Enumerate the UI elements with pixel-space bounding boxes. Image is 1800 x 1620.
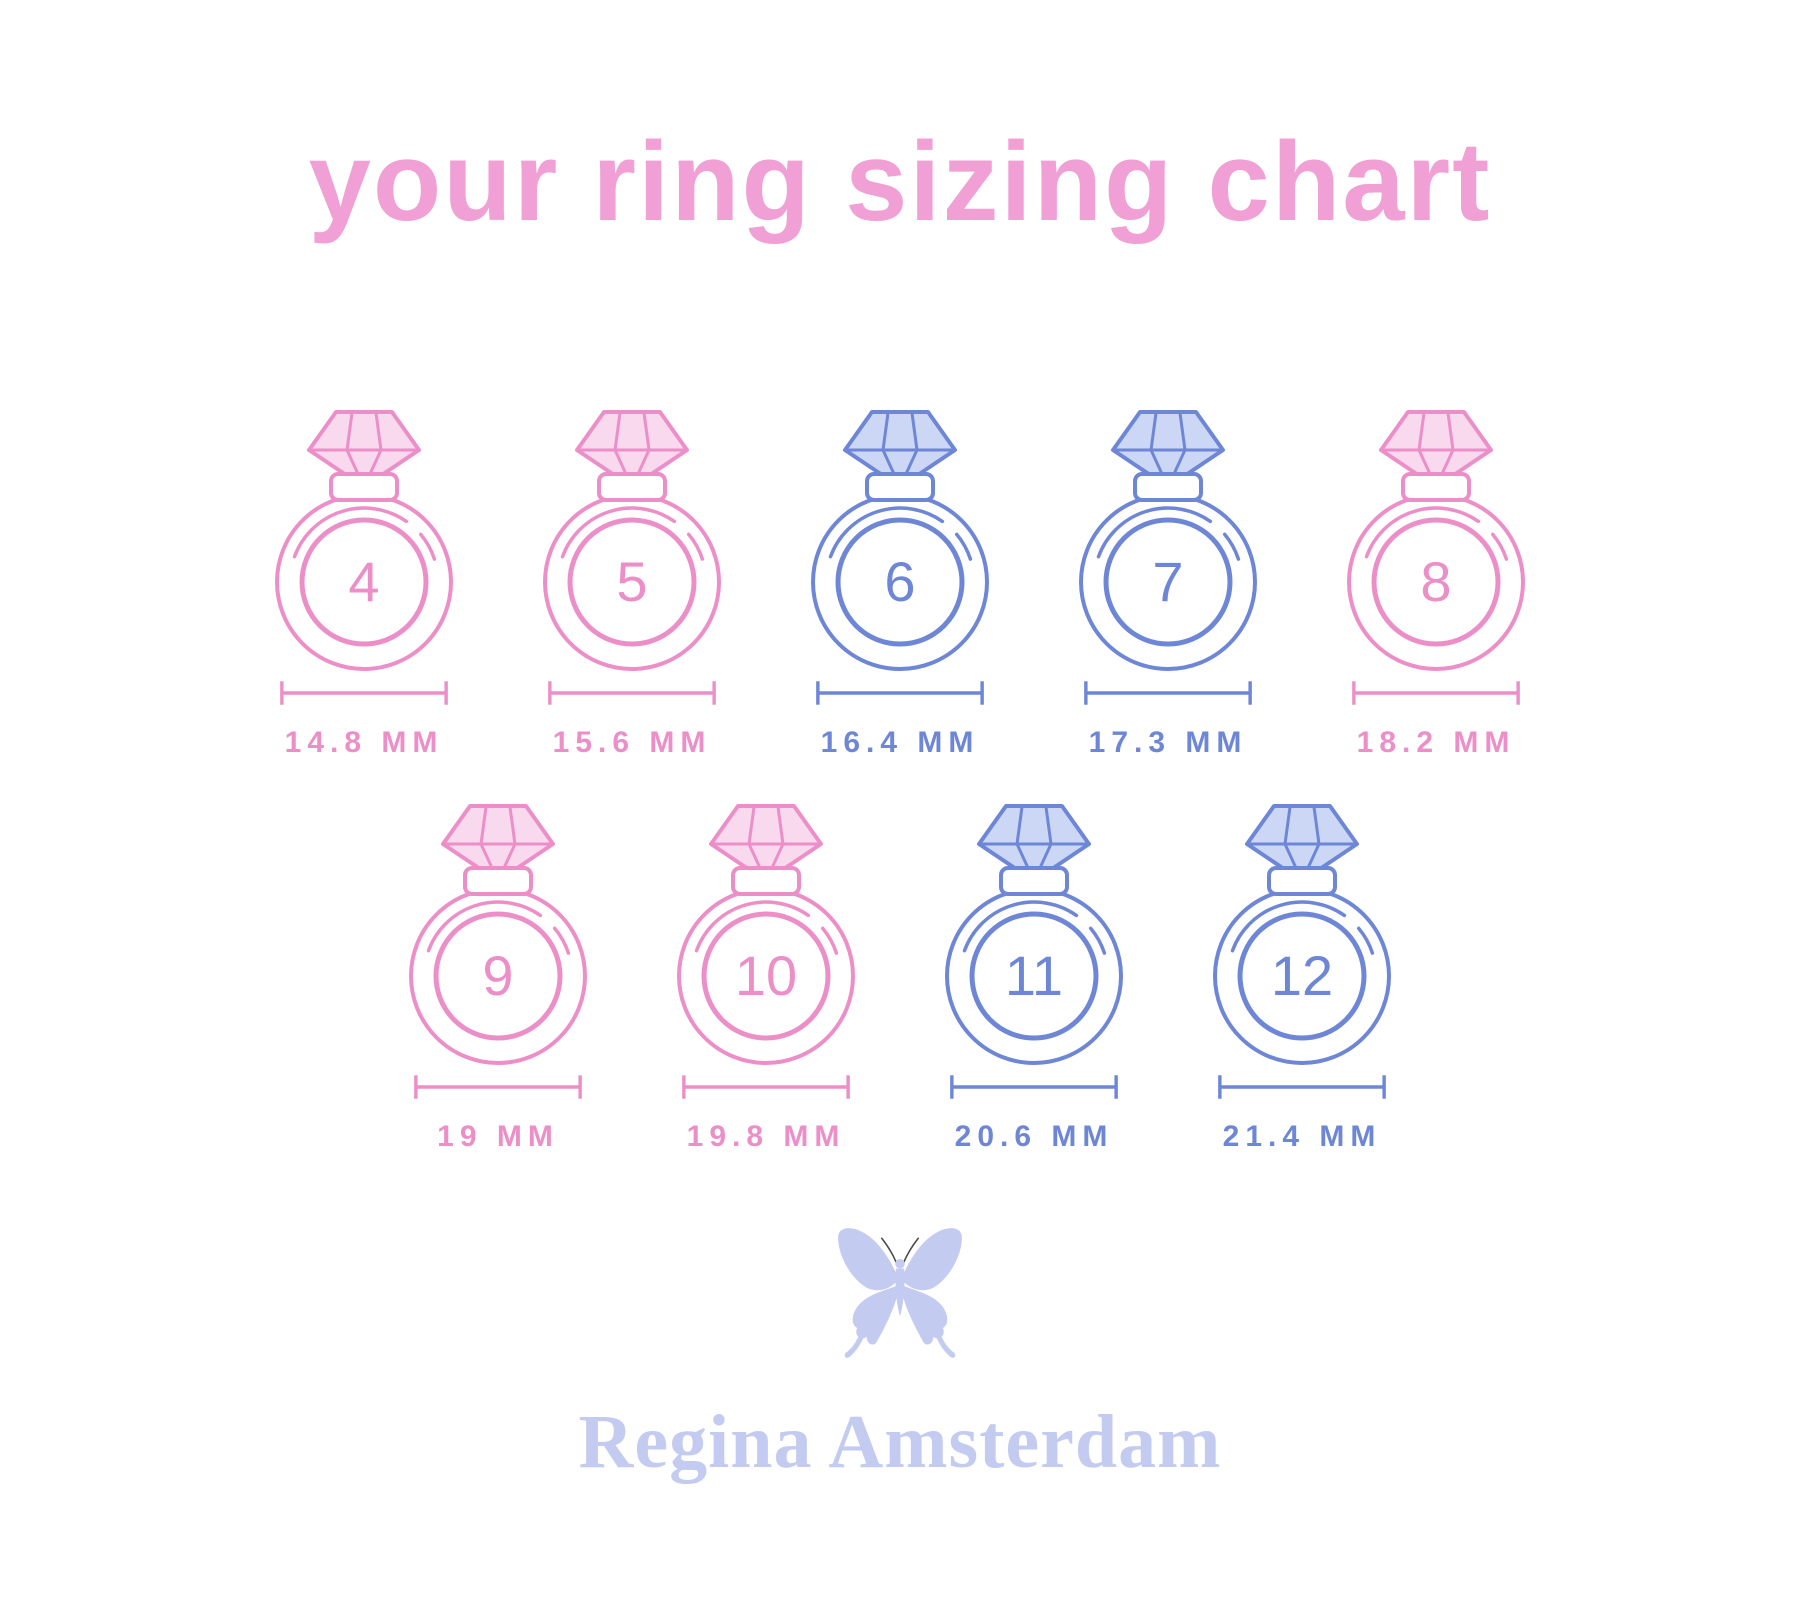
ring-shine-arc-small	[1490, 532, 1509, 561]
ring-inner-band	[1103, 517, 1233, 647]
measurement-line	[548, 681, 716, 705]
measurement-label: 20.6 MM	[954, 1119, 1114, 1153]
measurement-line	[816, 681, 984, 705]
ring-icon: 8	[1347, 409, 1525, 671]
ring-shine-arc-small	[552, 926, 571, 955]
ring-band-connector	[1133, 471, 1203, 502]
measurement-line	[280, 681, 448, 705]
brand-footer: Regina Amsterdam	[579, 1154, 1222, 1486]
measurement-label: 18.2 MM	[1356, 725, 1516, 759]
ring-shine-arc-small	[954, 532, 973, 561]
ring-row-2: 9 19 MM 10 19.8 MM	[408, 796, 1392, 1154]
ring-item: 7 17.3 MM	[1078, 402, 1258, 760]
brand-name: Regina Amsterdam	[578, 1399, 1222, 1484]
ring-icon: 7	[1079, 409, 1257, 671]
ring-band-connector	[731, 865, 801, 896]
ring-shine-arc	[560, 506, 677, 559]
ring-shine-arc	[828, 506, 945, 559]
ring-shine-arc-small	[686, 532, 705, 561]
ring-size-number: 11	[1005, 944, 1063, 1007]
ring-inner-band	[433, 911, 563, 1041]
page-title: your ring sizing chart	[308, 119, 1492, 244]
measurement-label: 21.4 MM	[1222, 1119, 1382, 1153]
ring-shine-arc-small	[1222, 532, 1241, 561]
ring-size-number: 4	[348, 550, 379, 613]
measurement-line	[1218, 1075, 1386, 1099]
ring-inner-band	[299, 517, 429, 647]
measurement-line	[1084, 681, 1252, 705]
diamond-icon	[1245, 803, 1359, 883]
ring-item: 6 16.4 MM	[810, 402, 990, 760]
ring-shine-arc	[694, 900, 811, 953]
ring-icon: 12	[1213, 803, 1391, 1065]
butterfly-left-wings	[838, 1227, 897, 1358]
butterfly-icon	[838, 1227, 962, 1358]
measurement-label: 19.8 MM	[686, 1119, 846, 1153]
ring-shine-arc	[962, 900, 1079, 953]
measurement-line	[414, 1075, 582, 1099]
ring-size-number: 6	[884, 550, 915, 613]
ring-item: 5 15.6 MM	[542, 402, 722, 760]
measurement-label: 17.3 MM	[1088, 725, 1248, 759]
ring-item: 4 14.8 MM	[274, 402, 454, 760]
ring-size-number: 5	[616, 550, 647, 613]
measurement-label: 19 MM	[437, 1119, 559, 1153]
ring-band-connector	[597, 471, 667, 502]
ring-shine-arc-small	[820, 926, 839, 955]
ring-item: 8 18.2 MM	[1346, 402, 1526, 760]
measurement-label: 14.8 MM	[284, 725, 444, 759]
butterfly-head	[895, 1258, 905, 1269]
ring-size-number: 12	[1271, 944, 1333, 1007]
ring-shine-arc	[1364, 506, 1481, 559]
ring-shine-arc	[292, 506, 409, 559]
ring-size-number: 10	[735, 944, 797, 1007]
diamond-icon	[1111, 409, 1225, 489]
ring-size-number: 9	[482, 944, 513, 1007]
ring-icon: 10	[677, 803, 855, 1065]
ring-shine-arc	[426, 900, 543, 953]
ring-shine-arc-small	[1088, 926, 1107, 955]
measurement-label: 16.4 MM	[820, 725, 980, 759]
ring-band-connector	[865, 471, 935, 502]
measurement-line	[682, 1075, 850, 1099]
ring-band-connector	[999, 865, 1069, 896]
ring-band-connector	[463, 865, 533, 896]
ring-inner-band	[701, 911, 831, 1041]
ring-item: 9 19 MM	[408, 796, 588, 1154]
butterfly-body	[895, 1268, 905, 1316]
ring-size-number: 8	[1420, 550, 1451, 613]
ring-band-connector	[1267, 865, 1337, 896]
ring-icon: 9	[409, 803, 587, 1065]
ring-item: 10 19.8 MM	[676, 796, 856, 1154]
ring-shine-arc	[1096, 506, 1213, 559]
measurement-label: 15.6 MM	[552, 725, 712, 759]
ring-size-number: 7	[1152, 550, 1183, 613]
ring-shine-arc-small	[1356, 926, 1375, 955]
ring-shine-arc-small	[418, 532, 437, 561]
ring-inner-band	[835, 517, 965, 647]
measurement-line	[1352, 681, 1520, 705]
ring-icon: 6	[811, 409, 989, 671]
ring-icon: 11	[945, 803, 1123, 1065]
ring-item: 12 21.4 MM	[1212, 796, 1392, 1154]
ring-row-1: 4 14.8 MM 5 15.6 MM	[274, 402, 1526, 760]
ring-inner-band	[567, 517, 697, 647]
butterfly-right-wings	[903, 1227, 962, 1358]
ring-inner-band	[1371, 517, 1501, 647]
ring-band-connector	[1401, 471, 1471, 502]
ring-shine-arc	[1230, 900, 1347, 953]
measurement-line	[950, 1075, 1118, 1099]
ring-inner-band	[969, 911, 1099, 1041]
ring-icon: 5	[543, 409, 721, 671]
ring-band-connector	[329, 471, 399, 502]
ring-icon: 4	[275, 409, 453, 671]
ring-item: 11 20.6 MM	[944, 796, 1124, 1154]
ring-inner-band	[1237, 911, 1367, 1041]
